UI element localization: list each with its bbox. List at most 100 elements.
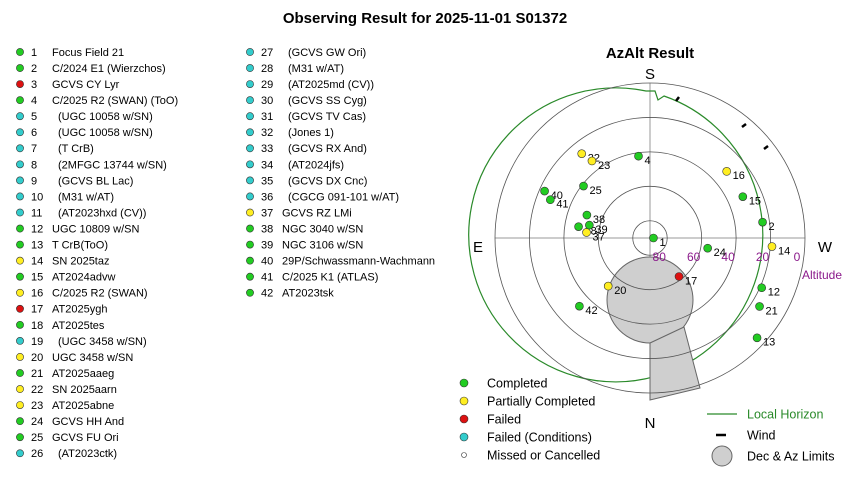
point-label: 12	[768, 287, 780, 299]
target-point	[579, 181, 588, 191]
ring-label: 20	[756, 250, 770, 264]
status-dot	[16, 208, 24, 217]
target-number: 29	[261, 79, 273, 91]
target-point	[722, 167, 731, 176]
status-dot	[16, 304, 24, 313]
target-number: 26	[31, 448, 43, 460]
target-number: 31	[261, 111, 273, 123]
point-label: 4	[644, 155, 650, 167]
legend-dot	[459, 396, 469, 406]
point-label: 17	[685, 275, 697, 287]
legend-label: Completed	[487, 376, 547, 390]
point-label: 13	[763, 337, 775, 349]
target-point	[582, 210, 592, 220]
target-point	[674, 272, 684, 281]
point-label: 14	[778, 245, 790, 257]
status-dot	[16, 336, 24, 345]
altitude-ring	[597, 185, 703, 291]
target-name: (2MFGC 13744 w/SN)	[58, 159, 167, 171]
target-number: 4	[31, 95, 37, 107]
altitude-ring	[529, 117, 771, 359]
plot-title: AzAlt Result	[606, 45, 694, 62]
target-point	[752, 333, 762, 343]
target-name: AT2023tsk	[282, 288, 334, 300]
status-dot	[246, 240, 254, 249]
status-dot	[16, 353, 24, 361]
point-label: 24	[714, 247, 726, 259]
legend-limits-mark	[711, 445, 733, 467]
target-number: 30	[261, 95, 273, 107]
r-axis-label: Altitude	[802, 268, 842, 282]
status-dot	[16, 64, 24, 72]
target-number: 1	[31, 47, 37, 59]
target-name: C/2025 R2 (SWAN)	[52, 288, 148, 300]
target-number: 22	[31, 384, 43, 396]
compass-n: N	[645, 415, 656, 432]
target-number: 42	[261, 288, 273, 300]
target-name: AT2024advw	[52, 272, 115, 284]
target-name: T CrB(ToO)	[52, 240, 108, 252]
target-name: C/2024 E1 (Wierzchos)	[52, 63, 166, 75]
status-dot	[16, 176, 24, 185]
target-number: 37	[261, 207, 273, 219]
altitude-ring	[632, 220, 668, 256]
target-point	[574, 222, 583, 231]
target-number: 20	[31, 352, 43, 364]
target-point	[767, 242, 777, 251]
status-dot	[16, 272, 24, 281]
point-label: 39	[595, 224, 607, 236]
target-point	[738, 192, 748, 201]
status-dot	[16, 417, 24, 426]
status-dot	[16, 144, 24, 153]
status-dot	[246, 144, 254, 153]
target-name: (GCVS GW Ori)	[288, 47, 366, 59]
status-dot	[16, 48, 24, 56]
ring-label: 0	[794, 250, 801, 264]
target-name: (AT2024jfs)	[288, 159, 344, 171]
target-name: (UGC 3458 w/SN)	[58, 336, 147, 348]
target-point	[703, 243, 712, 253]
status-dot	[16, 320, 24, 329]
target-number: 36	[261, 191, 273, 203]
target-name: C/2025 R2 (SWAN) (ToO)	[52, 95, 178, 107]
status-dot	[16, 433, 24, 442]
status-dot	[246, 288, 254, 297]
altitude-ring	[494, 82, 806, 394]
point-label: 1	[659, 237, 665, 249]
point-label: 2	[769, 221, 775, 233]
target-point	[758, 217, 767, 227]
target-name: UGC 3458 w/SN	[52, 352, 133, 364]
legend-label: Failed	[487, 412, 521, 426]
legend-dot	[461, 452, 467, 458]
status-dot	[246, 176, 254, 185]
target-number: 13	[31, 240, 43, 252]
status-dot	[16, 128, 24, 137]
target-name: Focus Field 21	[52, 47, 124, 59]
target-name: GCVS HH And	[52, 416, 124, 428]
point-label: 41	[556, 199, 568, 211]
target-number: 32	[261, 127, 273, 139]
status-dot	[16, 256, 24, 265]
target-number: 40	[261, 256, 273, 268]
status-dot	[16, 449, 24, 458]
target-number: 38	[261, 223, 273, 235]
target-point	[540, 186, 549, 196]
target-name: (GCVS SS Cyg)	[288, 95, 367, 107]
target-point	[649, 233, 658, 243]
target-name: SN 2025taz	[52, 256, 109, 268]
point-label: 25	[590, 185, 602, 197]
target-name: GCVS FU Ori	[52, 432, 119, 444]
status-dot	[246, 128, 254, 137]
target-point	[585, 220, 594, 230]
local-horizon	[468, 87, 764, 383]
target-number: 16	[31, 288, 43, 300]
status-dot	[16, 240, 24, 249]
target-number: 5	[31, 111, 37, 123]
target-name: (T CrB)	[58, 143, 94, 155]
target-name: (AT2023ctk)	[58, 448, 117, 460]
status-dot	[16, 80, 24, 88]
status-dot	[16, 224, 24, 233]
legend-dot	[459, 414, 469, 424]
target-number: 28	[261, 63, 273, 75]
legend-label: Dec & Az Limits	[747, 449, 835, 463]
